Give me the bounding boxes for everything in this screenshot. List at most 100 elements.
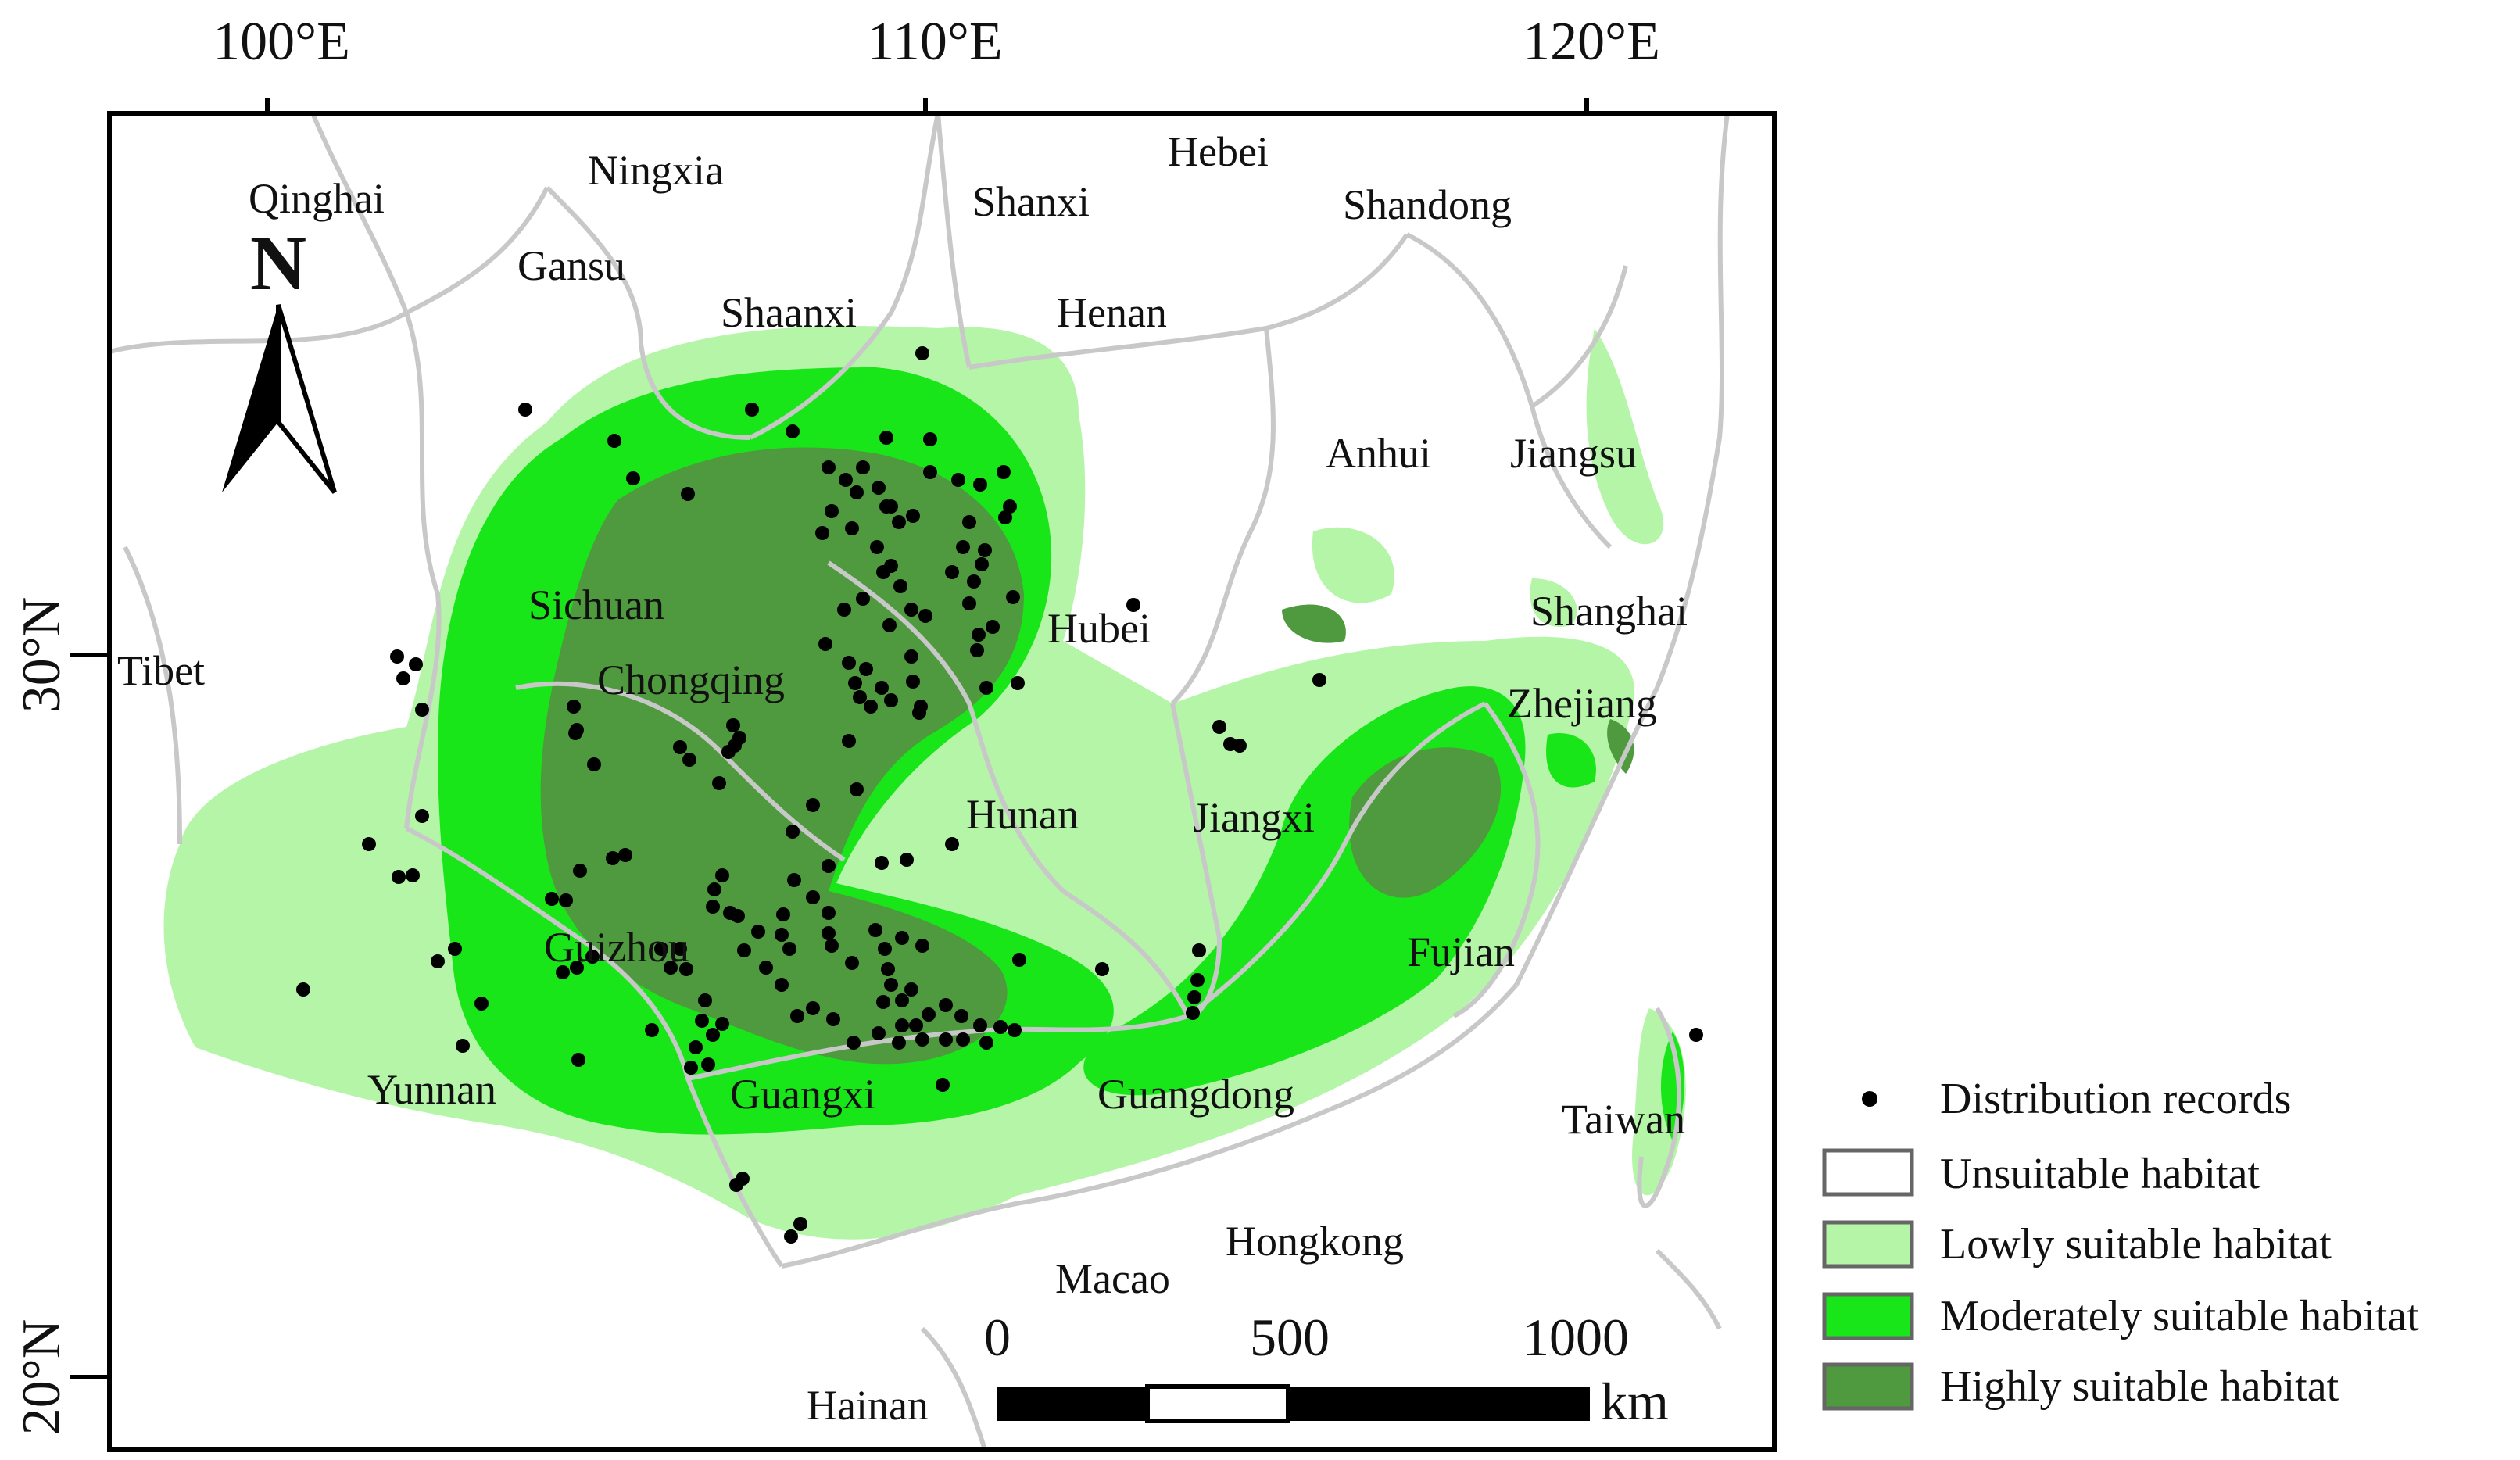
distribution-record-dot: [689, 1040, 703, 1054]
distribution-record-dot: [706, 1028, 720, 1042]
longitude-label: 110°E: [867, 12, 1002, 72]
high-suitability-zone: [540, 447, 1634, 1065]
legend-swatch: [1822, 1148, 1914, 1197]
distribution-record-dot: [787, 873, 801, 887]
distribution-record-dot: [893, 579, 907, 593]
scale-unit: km: [1601, 1372, 1669, 1431]
distribution-record-dot: [607, 434, 621, 448]
distribution-record-dot: [296, 982, 310, 997]
distribution-record-dot: [715, 1017, 729, 1031]
distribution-record-dot: [979, 1036, 993, 1050]
distribution-record-dot: [826, 1012, 840, 1026]
distribution-record-dot: [904, 982, 918, 997]
legend-swatch: [1822, 1220, 1914, 1269]
distribution-record-dot: [737, 943, 751, 957]
distribution-record-dot: [923, 465, 937, 479]
distribution-record-dot: [906, 675, 920, 689]
distribution-record-dot: [784, 1229, 798, 1244]
distribution-record-dot: [868, 923, 882, 937]
distribution-record-dot: [876, 565, 890, 579]
distribution-record-dot: [673, 942, 687, 956]
province-labels: Qinghai Ningxia Gansu Shanxi Hebei Shand…: [117, 128, 1688, 1429]
province-label: Taiwan: [1562, 1096, 1685, 1143]
province-label: Jiangxi: [1193, 794, 1315, 841]
distribution-record-dot: [518, 403, 532, 417]
province-label: Anhui: [1326, 430, 1431, 477]
scale-tick-label: 1000: [1523, 1308, 1629, 1367]
distribution-record-dot: [884, 978, 898, 992]
province-label: Hainan: [807, 1382, 929, 1429]
distribution-record-dot: [904, 649, 918, 664]
distribution-record-dot: [626, 471, 640, 485]
province-label: Guizhou: [544, 924, 689, 971]
distribution-record-dot: [856, 460, 870, 474]
distribution-record-dot: [904, 603, 918, 617]
distribution-record-dot: [954, 1009, 968, 1023]
province-label: Qinghai: [249, 175, 385, 222]
north-arrow-icon: N: [222, 220, 337, 494]
province-label: Guangdong: [1097, 1071, 1294, 1118]
distribution-record-dot: [878, 942, 892, 956]
distribution-record-dot: [1008, 1023, 1022, 1037]
distribution-record-dot: [918, 609, 932, 623]
distribution-record-dot: [915, 939, 929, 953]
province-boundaries: [109, 113, 1730, 1450]
distribution-record-dot: [392, 870, 406, 884]
distribution-record-dot: [842, 656, 856, 670]
distribution-record-dot: [856, 592, 870, 606]
distribution-record-dot: [853, 690, 867, 704]
province-label: Shanghai: [1530, 588, 1688, 635]
legend-label: Unsuitable habitat: [1940, 1150, 2260, 1198]
distribution-record-dot: [962, 515, 976, 529]
distribution-record-dot: [979, 681, 993, 695]
distribution-record-dot: [415, 809, 429, 823]
distribution-record-dot: [986, 620, 1000, 634]
distribution-record-dot: [570, 961, 584, 975]
province-label: Hubei: [1047, 605, 1151, 652]
province-label: Jiangsu: [1510, 430, 1637, 477]
province-label: Fujian: [1407, 929, 1515, 975]
map-frame: [107, 111, 1777, 1452]
distribution-record-dot: [822, 906, 836, 920]
legend-swatch: [1822, 1292, 1914, 1340]
distribution-record-dot: [806, 890, 820, 904]
distribution-record-dot: [682, 753, 696, 767]
province-label: Yunnan: [367, 1066, 496, 1113]
distribution-record-dot: [970, 643, 984, 657]
distribution-record-dot: [876, 995, 890, 1009]
distribution-record-dot: [679, 962, 693, 976]
distribution-record-dot: [545, 892, 559, 906]
distribution-record-dot: [822, 460, 836, 474]
distribution-record-dot: [618, 848, 632, 862]
distribution-record-dot: [390, 649, 404, 664]
distribution-record-dot: [775, 928, 789, 942]
distribution-record-dot: [806, 1001, 820, 1015]
distribution-record-dot: [912, 706, 926, 720]
distribution-record-dot: [906, 509, 920, 523]
distribution-record-dot: [726, 718, 740, 732]
distribution-record-dot: [786, 825, 800, 839]
distribution-record-dot: [556, 965, 570, 979]
legend-label: Lowly suitable habitat: [1940, 1220, 2332, 1269]
distribution-record-dot: [915, 1032, 929, 1047]
distribution-record-dot: [879, 431, 893, 445]
distribution-record-dot: [909, 1018, 923, 1032]
distribution-record-dot: [1126, 598, 1140, 612]
distribution-record-dot: [431, 954, 445, 968]
distribution-record-dot: [847, 1036, 861, 1050]
distribution-record-dot: [895, 1018, 909, 1032]
distribution-record-dot: [1095, 962, 1109, 976]
distribution-record-dot: [775, 978, 789, 992]
distribution-record-dot: [456, 1039, 470, 1053]
distribution-record-dot: [782, 942, 796, 956]
distribution-record-dot: [673, 740, 687, 754]
distribution-record-dot: [1192, 943, 1206, 957]
province-label: Henan: [1057, 289, 1167, 336]
distribution-record-dot: [448, 942, 462, 956]
distribution-record-dot: [715, 868, 729, 882]
distribution-record-dot: [892, 1036, 906, 1050]
distribution-record-dot: [993, 1020, 1008, 1034]
distribution-record-dot: [850, 782, 864, 796]
distribution-record-dot: [1689, 1028, 1703, 1042]
distribution-record-dot: [842, 734, 856, 748]
